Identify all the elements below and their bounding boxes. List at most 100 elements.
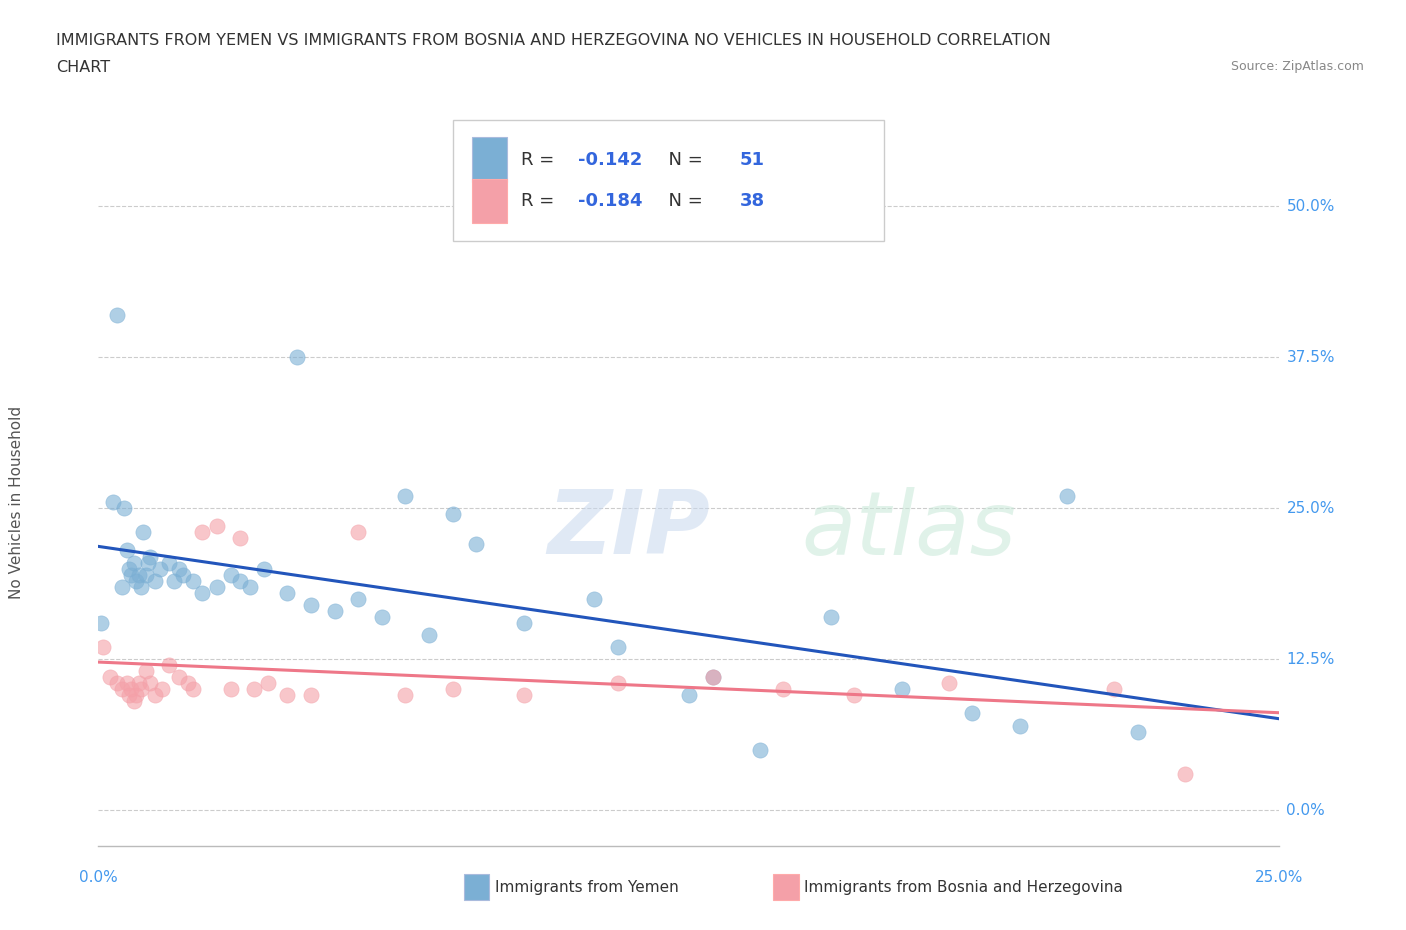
Point [125,688,148,703]
Point [748,742,770,757]
Text: N =: N = [657,151,709,169]
Point [257,676,280,691]
Point [122,555,145,570]
Point [128,567,150,582]
Point [181,682,204,697]
Point [890,682,912,697]
Point [820,609,842,624]
Point [150,682,173,697]
Point [191,585,214,600]
Point [418,628,440,643]
Point [122,694,145,709]
Point [139,549,162,564]
Point [115,543,138,558]
Point [607,640,630,655]
Text: 38: 38 [740,193,765,210]
Text: 51: 51 [740,151,765,169]
Point [135,567,157,582]
Point [101,495,124,510]
Text: N =: N = [657,193,709,210]
Text: Immigrants from Yemen: Immigrants from Yemen [495,880,679,895]
Point [205,579,228,594]
Point [129,682,152,697]
Point [121,682,143,697]
Point [219,567,242,582]
Point [128,676,150,691]
Point [229,531,252,546]
Point [347,525,370,539]
Point [112,500,135,515]
Point [163,573,186,588]
Point [229,573,252,588]
Point [938,676,960,691]
Text: 50.0%: 50.0% [1286,199,1334,214]
Point [844,688,866,703]
Point [167,561,190,576]
Point [702,670,724,684]
Point [512,616,534,631]
Point [276,585,298,600]
Text: ZIP: ZIP [547,486,710,573]
Text: No Vehicles in Household: No Vehicles in Household [10,405,24,599]
Text: -0.142: -0.142 [578,151,643,169]
Text: R =: R = [522,193,560,210]
Point [607,676,630,691]
Text: CHART: CHART [56,60,110,75]
Point [285,350,308,365]
Point [121,567,143,582]
Point [115,676,138,691]
Point [205,519,228,534]
Point [239,579,262,594]
Point [394,688,416,703]
Text: 12.5%: 12.5% [1286,652,1334,667]
Point [347,591,370,606]
Point [1174,766,1197,781]
Point [157,658,180,672]
Point [253,561,276,576]
Text: 0.0%: 0.0% [1286,803,1326,817]
Point [299,688,322,703]
Text: -0.184: -0.184 [578,193,643,210]
Point [512,688,534,703]
Point [98,670,121,684]
Point [962,706,984,721]
Text: 37.5%: 37.5% [1286,350,1334,365]
Point [1056,489,1078,504]
Point [371,609,394,624]
Point [394,489,416,504]
Text: IMMIGRANTS FROM YEMEN VS IMMIGRANTS FROM BOSNIA AND HERZEGOVINA NO VEHICLES IN H: IMMIGRANTS FROM YEMEN VS IMMIGRANTS FROM… [56,33,1052,47]
Point [243,682,266,697]
Point [583,591,606,606]
Point [105,308,128,323]
Point [441,507,464,522]
Text: 25.0%: 25.0% [1256,870,1303,884]
Text: 25.0%: 25.0% [1286,500,1334,516]
Point [132,525,155,539]
Point [172,567,194,582]
Point [1102,682,1125,697]
Point [129,579,152,594]
Point [143,573,166,588]
Point [91,640,114,655]
Point [167,670,190,684]
Point [118,561,141,576]
Point [139,676,162,691]
Point [276,688,298,703]
Text: R =: R = [522,151,560,169]
Point [678,688,700,703]
Point [219,682,242,697]
Point [441,682,464,697]
FancyBboxPatch shape [471,179,508,223]
Point [465,537,488,551]
Text: atlas: atlas [801,486,1017,573]
Point [111,579,134,594]
Point [299,597,322,612]
Point [149,561,172,576]
Point [181,573,204,588]
Point [135,664,157,679]
Point [90,616,112,631]
Point [191,525,214,539]
Point [157,555,180,570]
FancyBboxPatch shape [471,138,508,182]
Point [105,676,128,691]
